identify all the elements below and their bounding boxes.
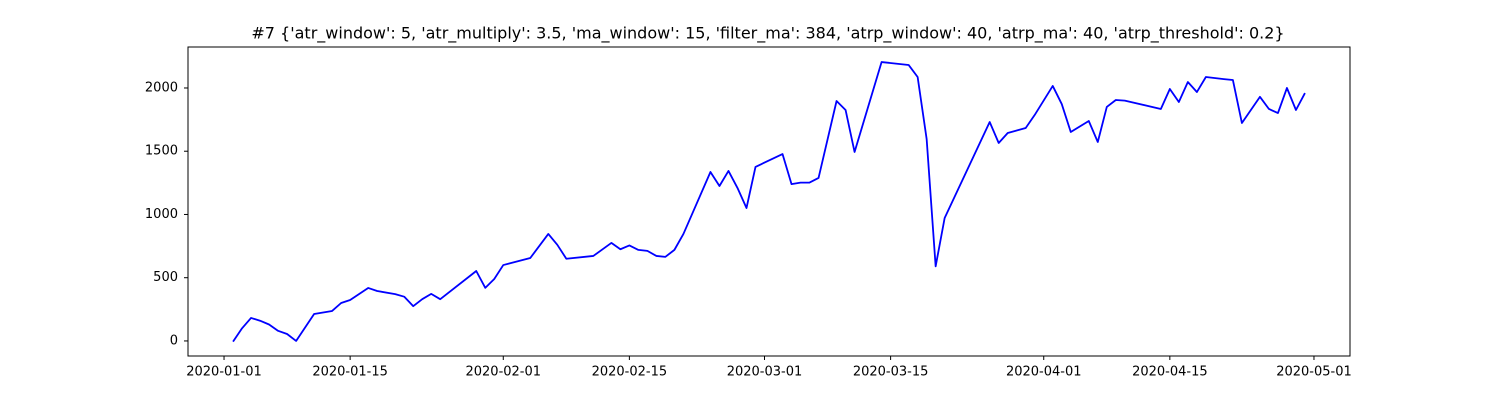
x-tick-label: 2020-03-15 — [853, 365, 929, 380]
data-line — [232, 61, 1306, 343]
y-tick-label: 0 — [170, 333, 178, 348]
y-tick-label: 2000 — [145, 80, 178, 95]
plot-frame — [187, 46, 1351, 357]
x-tick-label: 2020-02-01 — [465, 365, 541, 380]
y-tick-label: 1500 — [145, 144, 178, 159]
y-tick-label: 1000 — [145, 207, 178, 222]
chart-title: #7 {'atr_window': 5, 'atr_multiply': 3.5… — [251, 24, 1284, 44]
x-tick-label: 2020-04-15 — [1132, 365, 1208, 380]
x-tick-label: 2020-05-01 — [1276, 365, 1352, 380]
x-tick-label: 2020-04-01 — [1006, 365, 1082, 380]
x-tick-label: 2020-02-15 — [592, 365, 668, 380]
x-tick-label: 2020-03-01 — [727, 365, 803, 380]
x-tick-label: 2020-01-01 — [186, 365, 262, 380]
y-tick-label: 500 — [153, 270, 178, 285]
x-tick-label: 2020-01-15 — [312, 365, 388, 380]
